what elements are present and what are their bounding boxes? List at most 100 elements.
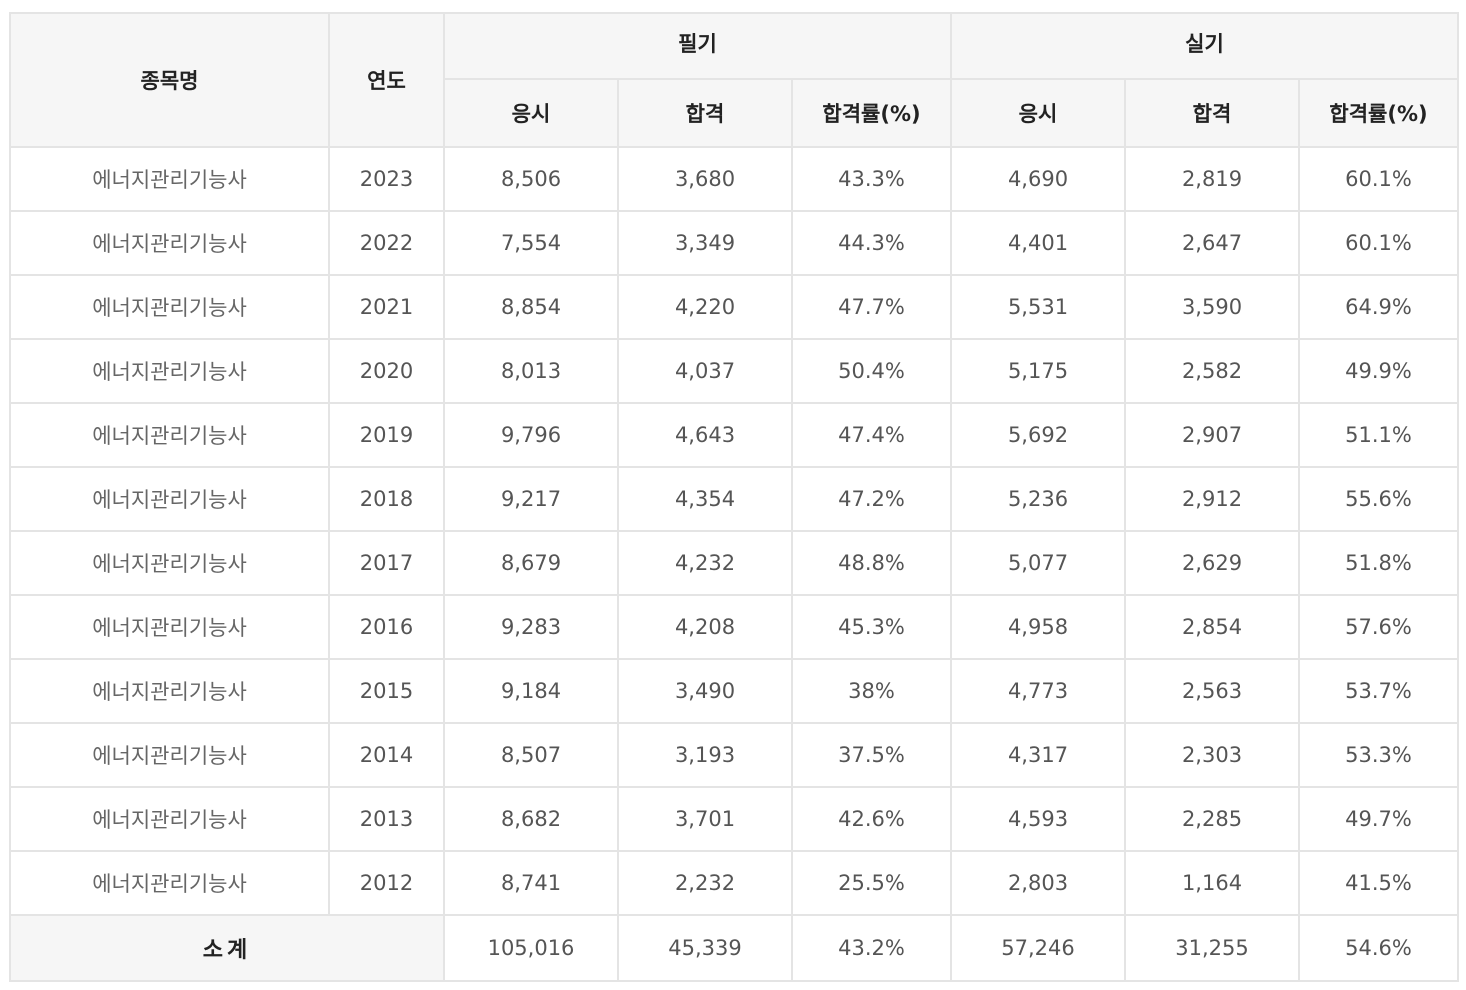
cell-written-applicants: 9,796 xyxy=(443,402,619,468)
table-row: 에너지관리기능사 2020 8,013 4,037 50.4% 5,175 2,582 49.… xyxy=(9,338,1459,404)
cell-written-rate: 47.7% xyxy=(791,274,952,340)
cell-practical-rate: 49.7% xyxy=(1298,786,1459,852)
cell-practical-rate: 51.1% xyxy=(1298,402,1459,468)
cell-year: 2017 xyxy=(328,530,445,596)
cell-practical-passed: 2,285 xyxy=(1124,786,1300,852)
cell-written-passed: 4,037 xyxy=(617,338,793,404)
table-body: 에너지관리기능사 2023 8,506 3,680 43.3% 4,690 2,819 60.… xyxy=(9,146,1459,916)
table-row: 에너지관리기능사 2016 9,283 4,208 45.3% 4,958 2,854 57.… xyxy=(9,594,1459,660)
total-written-rate: 43.2% xyxy=(791,914,952,982)
header-written-applicants: 응시 xyxy=(443,78,619,148)
cell-year: 2016 xyxy=(328,594,445,660)
table-header: 종목명 연도 필기 실기 응시 합격 합격률(%) 응시 합격 합격률(%) xyxy=(9,12,1459,148)
total-practical-rate: 54.6% xyxy=(1298,914,1459,982)
cell-written-applicants: 9,217 xyxy=(443,466,619,532)
cell-practical-applicants: 5,692 xyxy=(950,402,1126,468)
cell-written-rate: 48.8% xyxy=(791,530,952,596)
cell-year: 2022 xyxy=(328,210,445,276)
cell-written-applicants: 8,506 xyxy=(443,146,619,212)
header-practical-passed: 합격 xyxy=(1124,78,1300,148)
cell-name: 에너지관리기능사 xyxy=(9,466,330,532)
header-row-sub: 응시 합격 합격률(%) 응시 합격 합격률(%) xyxy=(10,78,1459,148)
cell-year: 2018 xyxy=(328,466,445,532)
cell-written-passed: 4,220 xyxy=(617,274,793,340)
cell-name: 에너지관리기능사 xyxy=(9,338,330,404)
pass-rate-table: 종목명 연도 필기 실기 응시 합격 합격률(%) 응시 합격 합격률(%) 에… xyxy=(9,12,1459,982)
table-row: 에너지관리기능사 2022 7,554 3,349 44.3% 4,401 2,647 60.… xyxy=(9,210,1459,276)
cell-practical-applicants: 4,317 xyxy=(950,722,1126,788)
cell-practical-rate: 53.3% xyxy=(1298,722,1459,788)
total-practical-applicants: 57,246 xyxy=(950,914,1126,982)
table-row: 에너지관리기능사 2021 8,854 4,220 47.7% 5,531 3,590 64.… xyxy=(9,274,1459,340)
cell-written-rate: 45.3% xyxy=(791,594,952,660)
cell-practical-passed: 1,164 xyxy=(1124,850,1300,916)
cell-name: 에너지관리기능사 xyxy=(9,402,330,468)
cell-practical-applicants: 5,236 xyxy=(950,466,1126,532)
cell-practical-applicants: 2,803 xyxy=(950,850,1126,916)
cell-practical-passed: 2,907 xyxy=(1124,402,1300,468)
cell-year: 2020 xyxy=(328,338,445,404)
cell-written-rate: 42.6% xyxy=(791,786,952,852)
cell-written-passed: 3,490 xyxy=(617,658,793,724)
cell-written-passed: 3,701 xyxy=(617,786,793,852)
header-practical: 실기 xyxy=(950,12,1459,80)
total-row: 소계 105,016 45,339 43.2% 57,246 31,255 54… xyxy=(9,914,1459,982)
cell-year: 2013 xyxy=(328,786,445,852)
cell-name: 에너지관리기능사 xyxy=(9,594,330,660)
cell-practical-rate: 64.9% xyxy=(1298,274,1459,340)
cell-written-passed: 4,232 xyxy=(617,530,793,596)
cell-practical-passed: 3,590 xyxy=(1124,274,1300,340)
cell-name: 에너지관리기능사 xyxy=(9,146,330,212)
cell-year: 2015 xyxy=(328,658,445,724)
cell-practical-applicants: 4,773 xyxy=(950,658,1126,724)
cell-written-applicants: 8,013 xyxy=(443,338,619,404)
cell-name: 에너지관리기능사 xyxy=(9,274,330,340)
table-footer: 소계 105,016 45,339 43.2% 57,246 31,255 54… xyxy=(9,914,1459,982)
total-written-passed: 45,339 xyxy=(617,914,793,982)
cell-practical-rate: 60.1% xyxy=(1298,146,1459,212)
cell-written-rate: 44.3% xyxy=(791,210,952,276)
cell-written-applicants: 7,554 xyxy=(443,210,619,276)
cell-name: 에너지관리기능사 xyxy=(9,530,330,596)
total-label: 소계 xyxy=(9,914,445,982)
cell-practical-rate: 49.9% xyxy=(1298,338,1459,404)
cell-year: 2019 xyxy=(328,402,445,468)
cell-year: 2021 xyxy=(328,274,445,340)
cell-practical-applicants: 5,175 xyxy=(950,338,1126,404)
header-name: 종목명 xyxy=(9,12,330,148)
cell-name: 에너지관리기능사 xyxy=(9,658,330,724)
cell-written-passed: 3,349 xyxy=(617,210,793,276)
cell-written-applicants: 8,507 xyxy=(443,722,619,788)
cell-practical-applicants: 4,593 xyxy=(950,786,1126,852)
cell-written-applicants: 8,854 xyxy=(443,274,619,340)
table-row: 에너지관리기능사 2018 9,217 4,354 47.2% 5,236 2,912 55.… xyxy=(9,466,1459,532)
cell-practical-applicants: 4,690 xyxy=(950,146,1126,212)
cell-written-rate: 43.3% xyxy=(791,146,952,212)
cell-practical-rate: 53.7% xyxy=(1298,658,1459,724)
cell-written-applicants: 8,679 xyxy=(443,530,619,596)
total-practical-passed: 31,255 xyxy=(1124,914,1300,982)
table-row: 에너지관리기능사 2023 8,506 3,680 43.3% 4,690 2,819 60.… xyxy=(9,146,1459,212)
cell-practical-passed: 2,912 xyxy=(1124,466,1300,532)
cell-written-applicants: 8,682 xyxy=(443,786,619,852)
total-written-applicants: 105,016 xyxy=(443,914,619,982)
cell-written-applicants: 8,741 xyxy=(443,850,619,916)
cell-practical-applicants: 5,077 xyxy=(950,530,1126,596)
cell-written-rate: 25.5% xyxy=(791,850,952,916)
cell-name: 에너지관리기능사 xyxy=(9,210,330,276)
cell-practical-passed: 2,854 xyxy=(1124,594,1300,660)
cell-practical-passed: 2,629 xyxy=(1124,530,1300,596)
cell-written-passed: 2,232 xyxy=(617,850,793,916)
header-row-top: 종목명 연도 필기 실기 xyxy=(9,12,1459,148)
cell-written-passed: 4,354 xyxy=(617,466,793,532)
cell-written-passed: 3,680 xyxy=(617,146,793,212)
table-row: 에너지관리기능사 2015 9,184 3,490 38% 4,773 2,563 53.7% xyxy=(9,658,1459,724)
cell-written-rate: 47.4% xyxy=(791,402,952,468)
cell-practical-passed: 2,563 xyxy=(1124,658,1300,724)
cell-written-passed: 4,208 xyxy=(617,594,793,660)
cell-practical-rate: 51.8% xyxy=(1298,530,1459,596)
cell-name: 에너지관리기능사 xyxy=(9,786,330,852)
header-practical-rate: 합격률(%) xyxy=(1298,78,1459,148)
header-written-rate: 합격률(%) xyxy=(791,78,952,148)
table-row: 에너지관리기능사 2017 8,679 4,232 48.8% 5,077 2,629 51.… xyxy=(9,530,1459,596)
